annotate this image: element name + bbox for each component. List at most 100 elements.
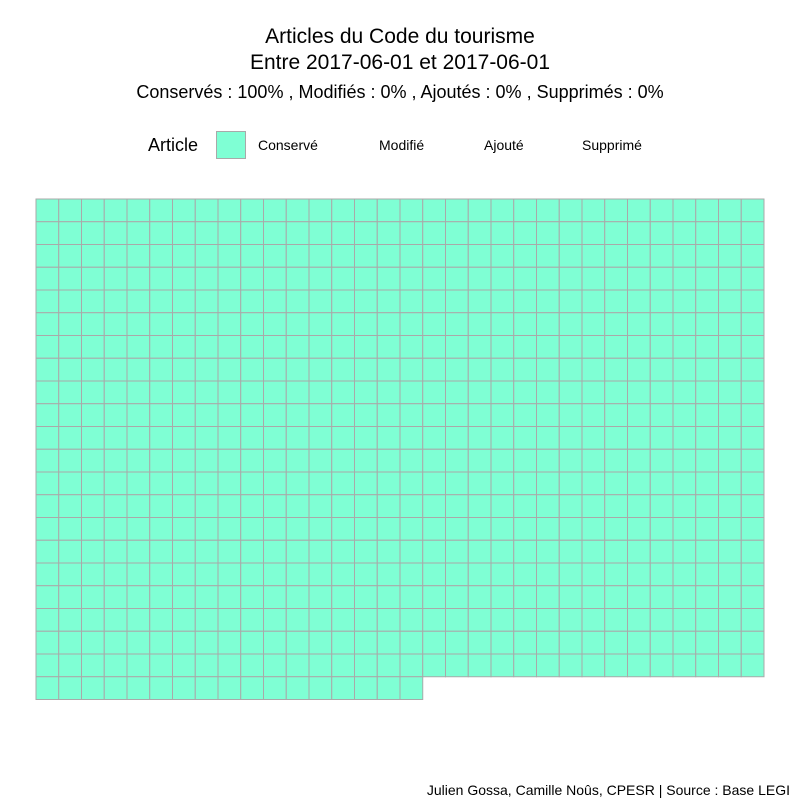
waffle-cell-conservé bbox=[240, 448, 264, 473]
waffle-cell-conservé bbox=[581, 198, 606, 223]
waffle-cell-conservé bbox=[331, 380, 355, 405]
waffle-cell-conservé bbox=[58, 517, 82, 541]
waffle-cell-conservé bbox=[672, 357, 697, 382]
waffle-cell-conservé bbox=[240, 380, 264, 405]
waffle-cell-conservé bbox=[399, 471, 424, 496]
waffle-cell-conservé bbox=[149, 266, 173, 291]
waffle-cell-conservé bbox=[467, 335, 492, 359]
waffle-cell-conservé bbox=[604, 221, 628, 245]
waffle-cell-conservé bbox=[58, 244, 82, 268]
waffle-cell-conservé bbox=[331, 448, 355, 473]
waffle-cell-conservé bbox=[604, 244, 628, 268]
waffle-cell-conservé bbox=[718, 494, 742, 518]
waffle-cell-conservé bbox=[308, 266, 333, 291]
legend: Article Conservé Modifié Ajouté Supprimé bbox=[0, 130, 800, 162]
waffle-cell-conservé bbox=[604, 380, 628, 405]
waffle-cell-conservé bbox=[490, 312, 515, 336]
waffle-cell-conservé bbox=[672, 335, 697, 359]
waffle-cell-conservé bbox=[126, 244, 151, 268]
waffle-cell-conservé bbox=[422, 448, 446, 473]
chart-stats-line: Conservés : 100% , Modifiés : 0% , Ajout… bbox=[136, 82, 664, 102]
waffle-cell-conservé bbox=[331, 676, 355, 700]
waffle-cell-conservé bbox=[308, 357, 333, 382]
waffle-cell-conservé bbox=[331, 653, 355, 678]
waffle-cell-conservé bbox=[149, 426, 173, 450]
waffle-cell-conservé bbox=[149, 676, 173, 700]
waffle-cell-conservé bbox=[467, 562, 492, 587]
waffle-cell-conservé bbox=[627, 448, 651, 473]
waffle-cell-conservé bbox=[149, 380, 173, 405]
waffle-cell-conservé bbox=[581, 221, 606, 245]
waffle-cell-conservé bbox=[581, 539, 606, 564]
waffle-cell-conservé bbox=[672, 471, 697, 496]
waffle-cell-conservé bbox=[217, 517, 242, 541]
waffle-cell-conservé bbox=[649, 630, 674, 655]
waffle-cell-conservé bbox=[103, 608, 128, 632]
waffle-cell-conservé bbox=[376, 221, 401, 245]
waffle-cell-conservé bbox=[172, 221, 196, 245]
waffle-cell-conservé bbox=[695, 471, 719, 496]
waffle-cell-conservé bbox=[399, 585, 424, 609]
waffle-cell-conservé bbox=[581, 266, 606, 291]
waffle-cell-conservé bbox=[445, 585, 469, 609]
waffle-cell-conservé bbox=[58, 380, 82, 405]
waffle-cell-conservé bbox=[718, 380, 742, 405]
waffle-cell-conservé bbox=[376, 630, 401, 655]
waffle-cell-conservé bbox=[354, 517, 378, 541]
waffle-cell-conservé bbox=[103, 471, 128, 496]
waffle-cell-conservé bbox=[490, 630, 515, 655]
waffle-cell-conservé bbox=[103, 266, 128, 291]
waffle-cell-conservé bbox=[263, 494, 287, 518]
waffle-cell-conservé bbox=[81, 380, 105, 405]
waffle-cell-conservé bbox=[513, 221, 537, 245]
waffle-cell-conservé bbox=[172, 585, 196, 609]
waffle-cell-conservé bbox=[445, 289, 469, 314]
waffle-cell-conservé bbox=[718, 357, 742, 382]
waffle-cell-conservé bbox=[649, 357, 674, 382]
waffle-cell-conservé bbox=[149, 562, 173, 587]
waffle-cell-conservé bbox=[58, 357, 82, 382]
waffle-cell-conservé bbox=[331, 403, 355, 427]
waffle-cell-conservé bbox=[81, 289, 105, 314]
waffle-cell-conservé bbox=[513, 244, 537, 268]
legend-label-ajoute: Ajouté bbox=[484, 137, 524, 153]
waffle-cell-conservé bbox=[217, 448, 242, 473]
waffle-cell-conservé bbox=[649, 585, 674, 609]
waffle-cell-conservé bbox=[240, 653, 264, 678]
waffle-cell-conservé bbox=[467, 471, 492, 496]
waffle-cell-conservé bbox=[103, 448, 128, 473]
waffle-cell-conservé bbox=[467, 494, 492, 518]
waffle-cell-conservé bbox=[536, 562, 560, 587]
waffle-cell-conservé bbox=[740, 539, 765, 564]
waffle-cell-conservé bbox=[263, 585, 287, 609]
waffle-cell-conservé bbox=[240, 289, 264, 314]
waffle-cell-conservé bbox=[695, 357, 719, 382]
waffle-cell-conservé bbox=[399, 494, 424, 518]
waffle-cell-conservé bbox=[604, 653, 628, 678]
waffle-cell-conservé bbox=[445, 539, 469, 564]
waffle-cell-conservé bbox=[240, 562, 264, 587]
waffle-cell-conservé bbox=[103, 198, 128, 223]
waffle-cell-conservé bbox=[149, 221, 173, 245]
legend-label-conserve: Conservé bbox=[258, 137, 318, 153]
waffle-cell-conservé bbox=[558, 585, 583, 609]
waffle-cell-conservé bbox=[536, 380, 560, 405]
waffle-cell-conservé bbox=[695, 653, 719, 678]
waffle-cell-conservé bbox=[126, 380, 151, 405]
waffle-cell-conservé bbox=[513, 471, 537, 496]
waffle-cell-conservé bbox=[695, 630, 719, 655]
waffle-cell-conservé bbox=[718, 403, 742, 427]
waffle-cell-conservé bbox=[581, 517, 606, 541]
waffle-cell-conservé bbox=[308, 517, 333, 541]
waffle-cell-conservé bbox=[445, 312, 469, 336]
waffle-cell-conservé bbox=[194, 630, 219, 655]
waffle-cell-conservé bbox=[58, 403, 82, 427]
waffle-cell-conservé bbox=[672, 562, 697, 587]
waffle-cell-conservé bbox=[308, 312, 333, 336]
waffle-cell-conservé bbox=[354, 630, 378, 655]
waffle-cell-conservé bbox=[103, 335, 128, 359]
waffle-cell-conservé bbox=[240, 403, 264, 427]
waffle-cell-conservé bbox=[172, 562, 196, 587]
waffle-cell-conservé bbox=[308, 653, 333, 678]
waffle-cell-conservé bbox=[354, 471, 378, 496]
